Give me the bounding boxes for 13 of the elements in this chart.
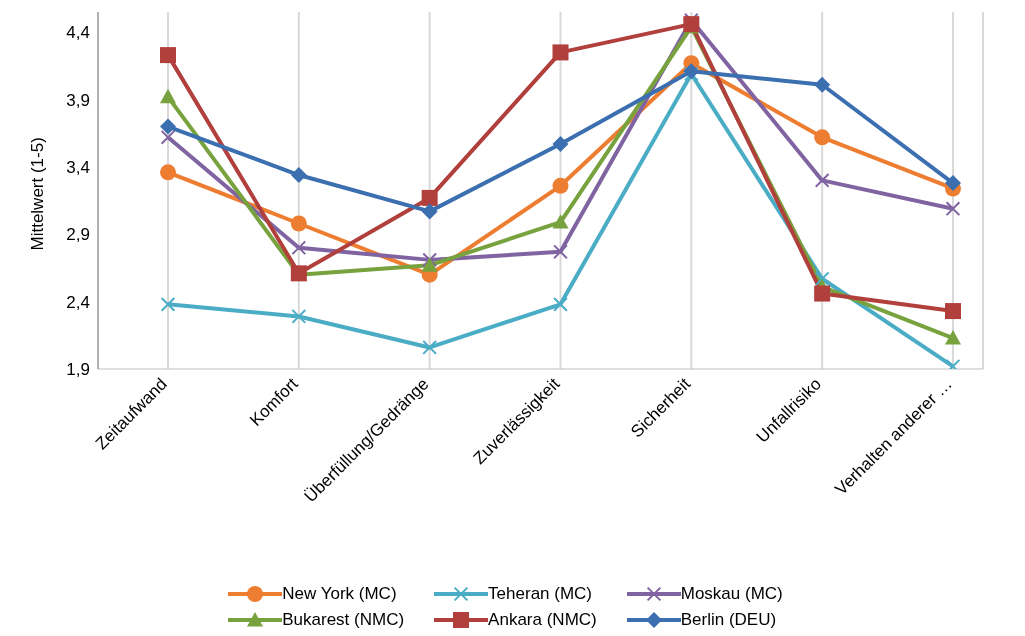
legend-label: New York (MC)	[282, 584, 397, 604]
legend-label: Ankara (NMC)	[488, 610, 597, 630]
y-tick-label: 3,4	[66, 157, 90, 177]
y-tick-label: 2,4	[66, 292, 90, 312]
y-tick-label: 3,9	[66, 90, 90, 110]
y-tick-label: 2,9	[66, 225, 90, 245]
legend-label: Moskau (MC)	[680, 584, 783, 604]
y-axis-title: Mittelwert (1-5)	[28, 137, 48, 251]
y-tick-label: 1,9	[66, 360, 90, 380]
y-tick-label: 4,4	[66, 23, 90, 43]
legend-label: Teheran (MC)	[488, 584, 593, 604]
legend-label: Bukarest (NMC)	[282, 610, 405, 630]
legend-label: Berlin (DEU)	[680, 610, 777, 630]
